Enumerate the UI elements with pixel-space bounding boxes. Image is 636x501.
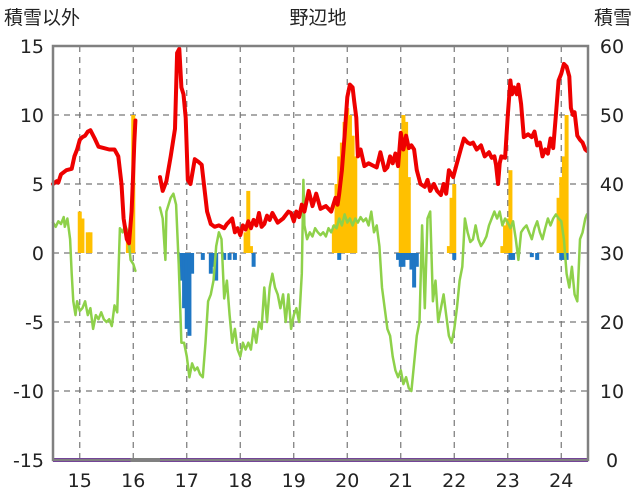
snow-bar bbox=[331, 225, 336, 253]
snow-bar bbox=[446, 246, 451, 253]
right-tick-label: 0 bbox=[606, 450, 618, 472]
green-series-line bbox=[158, 178, 589, 393]
negative-bar bbox=[412, 253, 417, 288]
x-tick-label: 17 bbox=[175, 470, 199, 492]
left-tick-label: -10 bbox=[13, 381, 44, 403]
right-tick-label: 60 bbox=[600, 36, 624, 58]
negative-bar bbox=[190, 253, 195, 274]
x-tick-label: 22 bbox=[442, 470, 466, 492]
negative-bar bbox=[511, 253, 516, 260]
right-tick-label: 10 bbox=[600, 381, 624, 403]
left-tick-label: 5 bbox=[32, 174, 44, 196]
snow-bar bbox=[500, 246, 505, 253]
x-tick-label: 21 bbox=[389, 470, 413, 492]
negative-bar bbox=[208, 253, 213, 274]
chart-title: 野辺地 bbox=[289, 7, 346, 29]
negative-bar bbox=[535, 253, 540, 260]
right-tick-label: 30 bbox=[600, 243, 624, 265]
plot-frame bbox=[51, 44, 590, 462]
negative-bar bbox=[561, 253, 566, 260]
x-tick-label: 23 bbox=[496, 470, 520, 492]
snow-bar bbox=[334, 184, 339, 253]
negative-bar bbox=[200, 253, 205, 260]
negative-bar bbox=[222, 253, 227, 260]
left-tick-label: 10 bbox=[20, 105, 44, 127]
left-tick-label: -5 bbox=[25, 312, 44, 334]
snow-bar bbox=[505, 218, 510, 253]
snow-bar bbox=[401, 115, 406, 253]
x-tick-label: 18 bbox=[228, 470, 252, 492]
negative-bar bbox=[508, 253, 513, 260]
snow-bar bbox=[404, 121, 409, 254]
snow-bar bbox=[452, 184, 457, 253]
negative-bars bbox=[179, 253, 569, 336]
snow-bar bbox=[556, 197, 561, 253]
negative-bar bbox=[401, 253, 406, 267]
snow-bar bbox=[80, 218, 85, 253]
negative-bar bbox=[398, 253, 403, 267]
negative-bar bbox=[187, 253, 192, 336]
green-series-line bbox=[51, 215, 137, 331]
red-series-line bbox=[158, 46, 589, 238]
right-tick-label: 40 bbox=[600, 174, 624, 196]
left-tick-label: 0 bbox=[32, 243, 44, 265]
x-tick-label: 16 bbox=[121, 470, 145, 492]
plot-border bbox=[51, 44, 590, 462]
negative-bar bbox=[406, 253, 411, 260]
snow-bar bbox=[339, 142, 344, 253]
right-tick-label: 50 bbox=[600, 105, 624, 127]
left-axis-label: 積雪以外 bbox=[4, 7, 80, 29]
left-tick-label: -15 bbox=[13, 450, 44, 472]
negative-bar bbox=[404, 253, 409, 260]
negative-bar bbox=[182, 253, 187, 309]
snow-bar bbox=[508, 170, 513, 253]
snow-bar bbox=[559, 177, 564, 253]
snow-bar bbox=[561, 156, 566, 253]
right-tick-label: 20 bbox=[600, 312, 624, 334]
snow-bar bbox=[347, 115, 352, 253]
negative-bar bbox=[184, 253, 189, 329]
negative-bar bbox=[396, 253, 401, 260]
negative-bar bbox=[227, 253, 232, 260]
negative-bar bbox=[409, 253, 414, 270]
snow-bar bbox=[564, 115, 569, 253]
snow-bar bbox=[353, 156, 358, 253]
snow-bar bbox=[342, 121, 347, 254]
x-tick-label: 15 bbox=[68, 470, 92, 492]
red-series-line bbox=[51, 118, 138, 246]
right-axis-label: 積雪 bbox=[594, 7, 632, 29]
snow-bar bbox=[503, 225, 508, 253]
negative-bar bbox=[251, 253, 256, 267]
left-tick-label: 15 bbox=[20, 36, 44, 58]
snow-bar bbox=[77, 211, 82, 253]
negative-bar bbox=[179, 253, 184, 281]
snow-bar bbox=[398, 149, 403, 253]
negative-bar bbox=[529, 253, 534, 258]
snow-bar bbox=[350, 135, 355, 253]
snow-bar bbox=[406, 177, 411, 253]
x-tick-label: 24 bbox=[549, 470, 573, 492]
series-lines bbox=[51, 46, 589, 393]
snow-bar bbox=[243, 232, 248, 253]
negative-bar bbox=[452, 253, 457, 260]
snow-bar bbox=[248, 246, 253, 253]
x-tick-label: 19 bbox=[282, 470, 306, 492]
negative-bar bbox=[564, 253, 569, 260]
snow-bar bbox=[85, 232, 90, 253]
negative-bar bbox=[211, 253, 216, 267]
negative-bar bbox=[214, 253, 219, 281]
snow-bar bbox=[88, 232, 93, 253]
snow-bar bbox=[345, 108, 350, 253]
x-tick-label: 20 bbox=[335, 470, 359, 492]
negative-bar bbox=[559, 253, 564, 260]
snow-bar bbox=[449, 197, 454, 253]
negative-bar bbox=[414, 253, 419, 267]
negative-bar bbox=[232, 253, 237, 260]
negative-bar bbox=[337, 253, 342, 260]
